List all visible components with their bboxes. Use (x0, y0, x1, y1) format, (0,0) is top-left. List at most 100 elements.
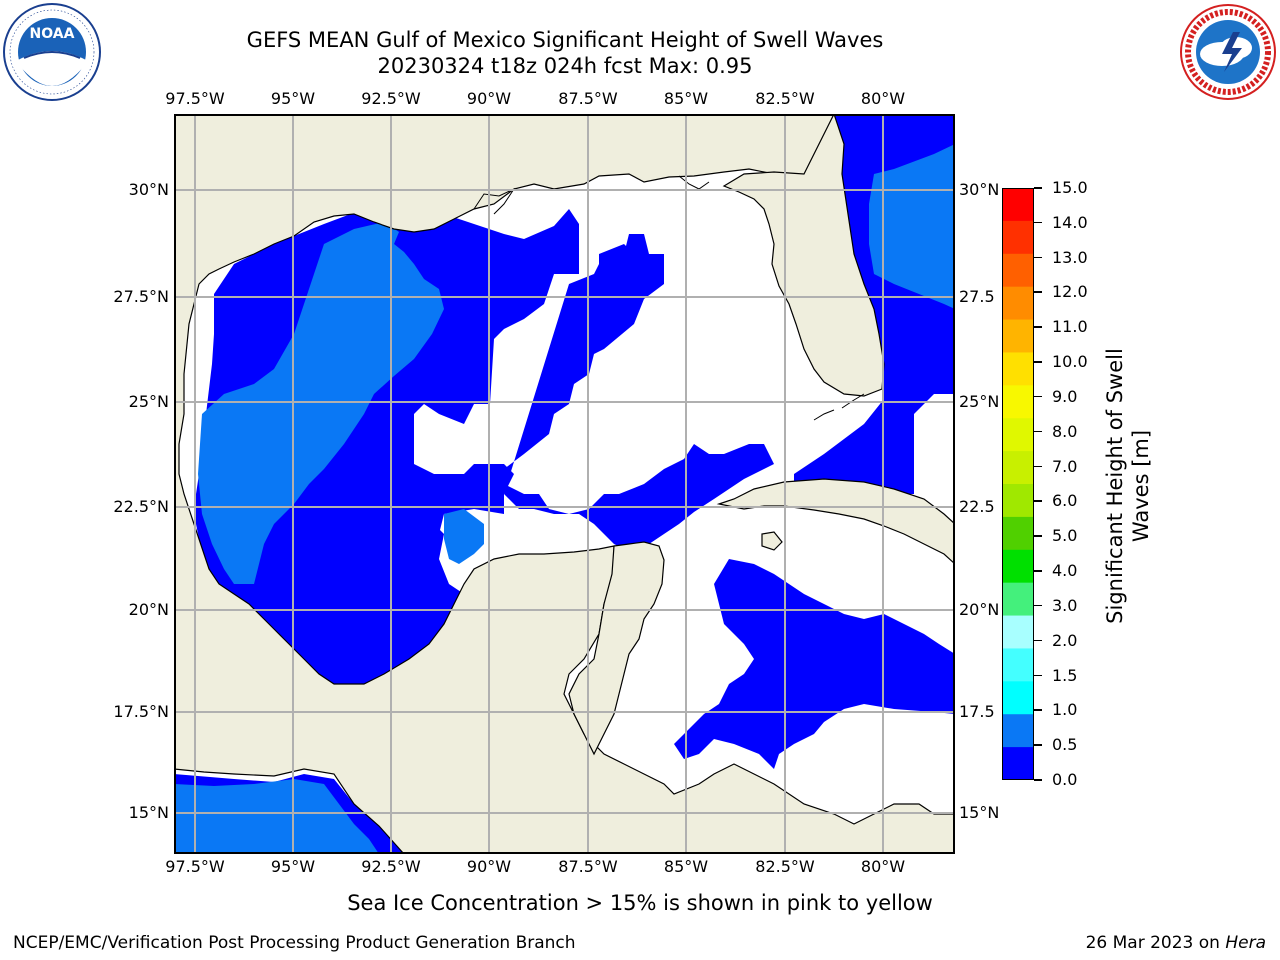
graticule (174, 114, 955, 854)
colorbar-band (1002, 253, 1034, 288)
colorbar-tick-mark (1034, 500, 1042, 502)
longitude-tick-label: 80°W (860, 857, 906, 876)
latitude-tick-label: 25°N (128, 392, 169, 411)
latitude-tick-label: 30°N (128, 180, 169, 199)
colorbar-tick-label: 12.0 (1052, 282, 1088, 302)
colorbar-tick-label: 0.5 (1052, 735, 1078, 755)
colorbar-tick-label: 13.0 (1052, 247, 1088, 267)
nws-logo-icon (1180, 4, 1276, 100)
map-canvas (173, 112, 956, 855)
latitude-tick-label: 20°N (959, 600, 1000, 619)
map-border (174, 114, 955, 854)
longitude-tick-label: 82.5°W (755, 857, 815, 876)
chart-title-line2: 20230324 t18z 024h fcst Max: 0.95 (377, 54, 753, 78)
longitude-tick-label: 82.5°W (755, 89, 815, 108)
coastline (473, 175, 865, 421)
longitude-tick-label: 90°W (466, 857, 512, 876)
colorbar-tick-label: 15.0 (1052, 178, 1088, 197)
latitude-tick-label: 30°N (959, 180, 1000, 199)
run-date: 26 Mar 2023 on Hera (1086, 933, 1266, 953)
colorbar-border (1002, 188, 1034, 780)
colorbar-tick-label: 10.0 (1052, 352, 1088, 372)
colorbar-band (1002, 747, 1034, 781)
colorbar-tick-label: 2.0 (1052, 630, 1078, 650)
noaa-logo-icon: NOAA (3, 3, 101, 101)
sea-ice-note: Sea Ice Concentration > 15% is shown in … (347, 891, 933, 915)
nws-logo (1178, 2, 1278, 102)
colorbar-tick-mark (1034, 604, 1042, 607)
longitude-tick-label: 87.5°W (558, 857, 618, 876)
colorbar-tick-mark (1034, 744, 1042, 746)
colorbar-label-box: Significant Height of Swell Waves [m] (1102, 236, 1162, 636)
longitude-tick-label: 85°W (663, 857, 709, 876)
land (173, 112, 956, 855)
colorbar-tick-mark (1034, 709, 1042, 711)
machine-name: Hera (1225, 933, 1266, 953)
latitude-tick-label: 15°N (128, 803, 169, 822)
colorbar-tick-label: 5.0 (1052, 526, 1078, 546)
run-date-text: 26 Mar 2023 on (1085, 933, 1220, 953)
colorbar-tick-mark (1034, 326, 1042, 328)
colorbar-tick-label: 8.0 (1052, 421, 1078, 441)
colorbar-band (1002, 484, 1034, 518)
colorbar-tick-mark (1034, 430, 1042, 433)
colorbar-tick-label: 6.0 (1052, 491, 1078, 511)
noaa-logo: NOAA (2, 2, 102, 102)
latitude-tick-label: 27.5 (959, 287, 995, 306)
colorbar-band (1002, 286, 1034, 321)
colorbar-tick-mark (1034, 465, 1042, 468)
colorbar-tick-mark (1034, 570, 1042, 572)
colorbar-band (1002, 220, 1034, 255)
colorbar-tick-mark (1034, 395, 1042, 398)
latitude-tick-label: 25°N (959, 392, 1000, 411)
colorbar-tick-label: 0.0 (1052, 770, 1078, 789)
colorbar-tick-mark (1034, 256, 1042, 259)
chart-title-line1: GEFS MEAN Gulf of Mexico Significant Hei… (246, 28, 884, 52)
longitude-tick-label: 95°W (270, 857, 316, 876)
map-panel (173, 112, 956, 855)
colorbar-tick-mark (1034, 639, 1042, 642)
colorbar-band (1002, 549, 1034, 584)
colorbar-tick-mark (1034, 674, 1042, 677)
colorbar (1002, 188, 1034, 781)
longitude-tick-label: 80°W (860, 89, 906, 108)
colorbar-tick-mark (1034, 187, 1042, 189)
colorbar-band (1002, 516, 1034, 551)
colorbar-tick-label: 14.0 (1052, 212, 1088, 232)
longitude-tick-label: 90°W (466, 89, 512, 108)
longitude-tick-label: 87.5°W (558, 89, 618, 108)
colorbar-tick-label: 9.0 (1052, 386, 1078, 406)
latitude-tick-label: 15°N (959, 803, 1000, 822)
branch-credit: NCEP/EMC/Verification Post Processing Pr… (13, 933, 576, 953)
latitude-tick-label: 17.5 (959, 702, 995, 721)
colorbar-tick-mark (1034, 291, 1042, 293)
latitude-tick-label: 22.5 (959, 497, 995, 516)
colorbar-tick-label: 4.0 (1052, 561, 1078, 581)
colorbar-band (1002, 352, 1034, 386)
colorbar-label: Significant Height of Swell Waves [m] (1103, 348, 1153, 624)
colorbar-tick-label: 1.0 (1052, 700, 1078, 720)
colorbar-band (1002, 385, 1034, 419)
colorbar-band (1002, 188, 1034, 222)
colorbar-band (1002, 681, 1034, 715)
noaa-logo-text: NOAA (30, 26, 75, 42)
colorbar-band (1002, 451, 1034, 485)
colorbar-tick-mark (1034, 779, 1042, 781)
colorbar-tick-mark (1034, 361, 1042, 363)
colorbar-bands (1002, 188, 1034, 781)
colorbar-band (1002, 319, 1034, 353)
colorbar-band (1002, 648, 1034, 682)
longitude-tick-label: 97.5°W (165, 89, 225, 108)
colorbar-band (1002, 418, 1034, 452)
colorbar-band (1002, 582, 1034, 617)
colorbar-tick-label: 3.0 (1052, 595, 1078, 615)
longitude-tick-label: 97.5°W (165, 857, 225, 876)
latitude-tick-label: 20°N (128, 600, 169, 619)
latitude-tick-label: 17.5°N (113, 702, 169, 721)
longitude-tick-label: 85°W (663, 89, 709, 108)
colorbar-tick-label: 7.0 (1052, 456, 1078, 476)
latitude-tick-label: 27.5°N (113, 287, 169, 306)
longitude-tick-label: 92.5°W (361, 857, 421, 876)
colorbar-tick-mark (1034, 221, 1042, 224)
longitude-tick-label: 95°W (270, 89, 316, 108)
